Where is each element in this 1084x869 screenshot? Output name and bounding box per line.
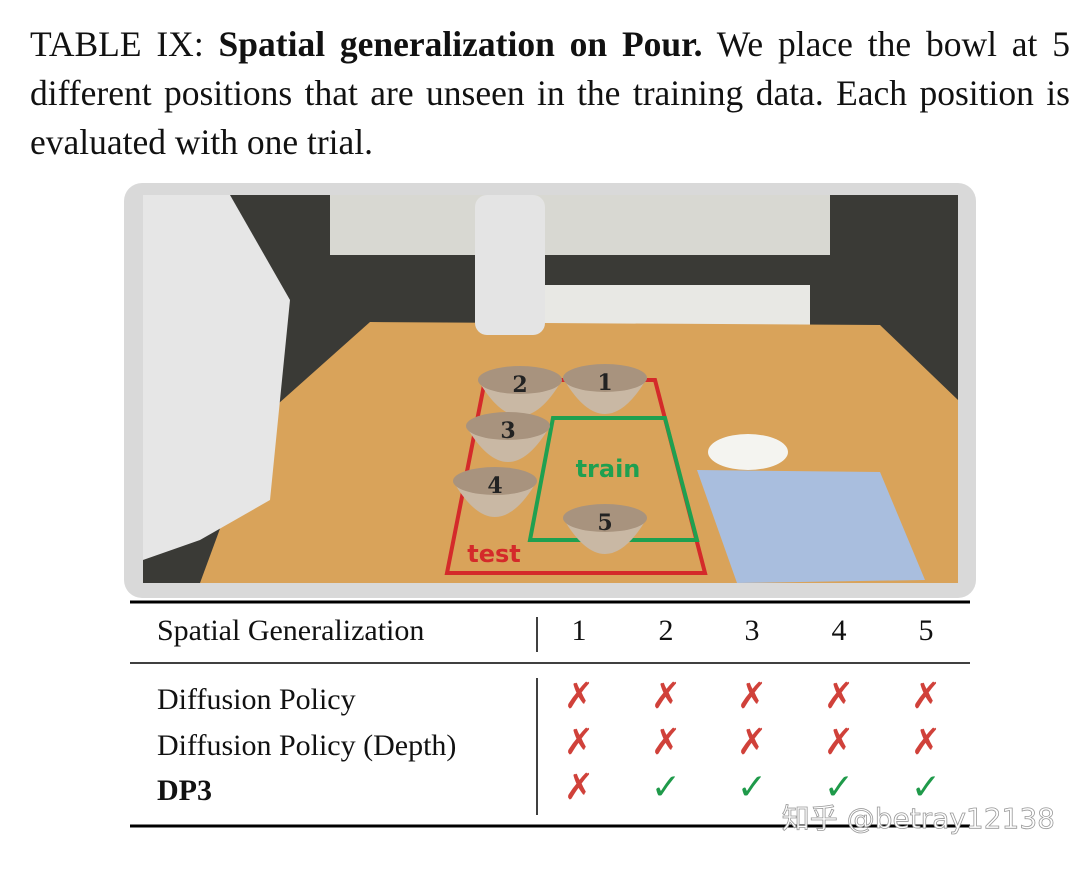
bowl-rim	[563, 364, 647, 392]
test-label: test	[467, 540, 521, 568]
result-mark: ✓	[651, 767, 681, 808]
bowl-rim	[563, 504, 647, 532]
result-mark: ✗	[651, 722, 681, 763]
bowl-label: 5	[597, 510, 612, 536]
bowl-rim	[478, 366, 562, 394]
result-mark: ✗	[824, 722, 854, 763]
result-mark: ✗	[824, 676, 854, 717]
gripper	[475, 195, 545, 335]
header-cell: 5	[919, 614, 934, 647]
result-mark: ✓	[737, 767, 767, 808]
result-mark: ✗	[737, 722, 767, 763]
result-mark: ✗	[651, 676, 681, 717]
row-label: Diffusion Policy	[157, 683, 356, 716]
header-cell: 1	[572, 614, 587, 647]
caption-bold: Spatial generalization on Pour.	[218, 24, 703, 64]
header-cell: 3	[745, 614, 760, 647]
bowl-rim	[466, 412, 550, 440]
header-cell: 4	[832, 614, 847, 647]
train-region	[527, 416, 700, 542]
caption-text: We place the bowl at 5 different positio…	[30, 24, 1070, 162]
row-label: DP3	[157, 774, 212, 807]
result-mark: ✗	[911, 676, 941, 717]
result-mark: ✗	[737, 676, 767, 717]
bowl-label: 1	[597, 370, 612, 396]
result-mark: ✓	[911, 767, 941, 808]
keyboard	[540, 285, 810, 325]
caption: TABLE IX: Spatial generalization on Pour…	[30, 20, 1070, 167]
blue-pad	[697, 470, 925, 583]
result-mark: ✗	[911, 722, 941, 763]
header-cell: 2	[659, 614, 674, 647]
bowl-label: 4	[487, 473, 502, 499]
bowl-rim	[453, 467, 537, 495]
row-label: Diffusion Policy (Depth)	[157, 729, 456, 762]
result-mark: ✓	[824, 767, 854, 808]
bowl-label: 3	[500, 418, 515, 444]
watermark: 知乎 @betray12138	[782, 802, 1055, 835]
result-mark: ✗	[564, 676, 594, 717]
result-mark: ✗	[564, 722, 594, 763]
disc	[708, 434, 788, 470]
header-cell: Spatial Generalization	[157, 614, 424, 647]
caption-label: TABLE IX:	[30, 24, 204, 64]
shelf	[330, 195, 830, 255]
result-mark: ✗	[564, 767, 594, 808]
robot-arm	[143, 195, 290, 560]
bowl-label: 2	[512, 372, 527, 398]
train-label: train	[576, 455, 641, 483]
